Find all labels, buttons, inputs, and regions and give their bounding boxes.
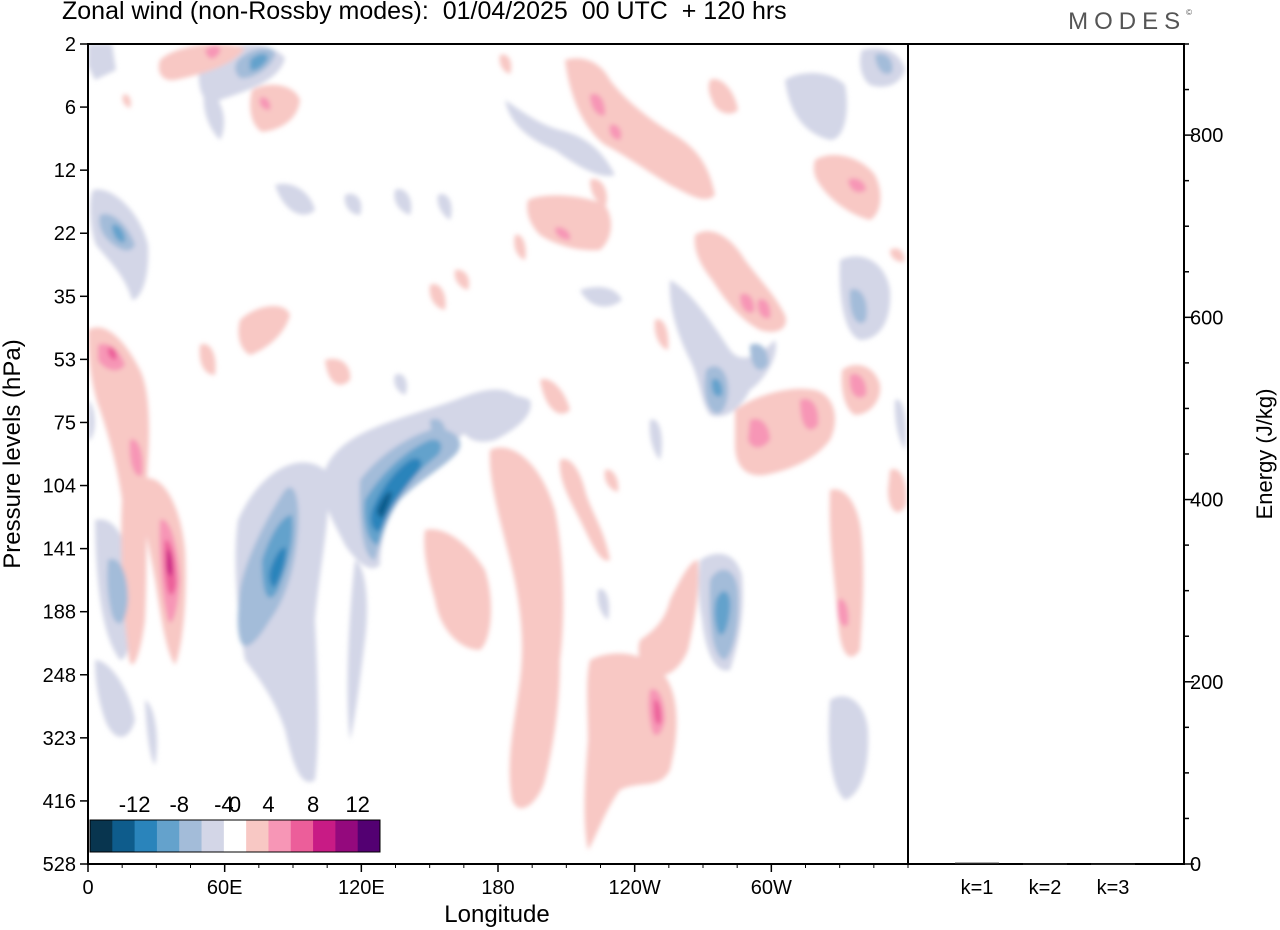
colorbar-swatch bbox=[112, 820, 136, 852]
y-tick-label: 104 bbox=[43, 476, 76, 498]
y-tick-label: 75 bbox=[54, 412, 76, 434]
y-tick-label: 141 bbox=[43, 539, 76, 561]
colorbar-swatch bbox=[335, 820, 359, 852]
colorbar-swatch bbox=[268, 820, 292, 852]
colorbar-label: -4 bbox=[214, 792, 234, 817]
colorbar-swatch bbox=[179, 820, 203, 852]
y-tick-label: 6 bbox=[65, 97, 76, 119]
energy-tick-label: 800 bbox=[1190, 125, 1223, 147]
colorbar-swatch bbox=[90, 820, 113, 852]
energy-bar bbox=[1023, 863, 1067, 865]
energy-tick-label: 0 bbox=[1190, 854, 1201, 876]
colorbar-label: 8 bbox=[307, 792, 319, 817]
colorbar-swatch bbox=[201, 820, 225, 852]
colorbar-swatch bbox=[156, 820, 180, 852]
colorbar-label: 4 bbox=[262, 792, 274, 817]
y-tick-label: 416 bbox=[43, 791, 76, 813]
energy-tick-label: 400 bbox=[1190, 490, 1223, 512]
x-tick-label: 180 bbox=[481, 877, 514, 899]
energy-axis-label: Energy (J/kg) bbox=[1252, 389, 1277, 520]
y-tick-label: 323 bbox=[43, 728, 76, 750]
y-tick-label: 188 bbox=[43, 602, 76, 624]
colorbar-frame bbox=[89, 819, 381, 853]
modes-logo: MODES© bbox=[1068, 8, 1192, 35]
modes-logo-text: MODES bbox=[1068, 8, 1187, 35]
x-tick-label: 60E bbox=[207, 877, 243, 899]
colorbar-swatch bbox=[246, 820, 269, 852]
x-tick-label: 0 bbox=[82, 877, 93, 899]
y-tick-label: 35 bbox=[54, 286, 76, 308]
y-tick-label: 53 bbox=[54, 349, 76, 371]
energy-category-label: k=2 bbox=[1029, 877, 1062, 899]
contour-field bbox=[88, 44, 907, 850]
colorbar-label: 12 bbox=[345, 792, 369, 817]
y-tick-label: 528 bbox=[43, 854, 76, 876]
y-tick-label: 12 bbox=[54, 160, 76, 182]
energy-bar bbox=[955, 862, 999, 865]
energy-tick-label: 600 bbox=[1190, 307, 1223, 329]
colorbar-label: -8 bbox=[169, 792, 189, 817]
y-tick-label: 248 bbox=[43, 665, 76, 687]
colorbar: -12 -8 -40 4 8 12 bbox=[89, 792, 381, 853]
x-axis-label: Longitude bbox=[444, 901, 549, 928]
colorbar-swatch bbox=[223, 820, 247, 852]
colorbar-swatch bbox=[290, 820, 314, 852]
colorbar-label: 0 bbox=[229, 792, 241, 817]
chart-title: Zonal wind (non-Rossby modes): 01/04/202… bbox=[62, 0, 787, 25]
colorbar-swatch bbox=[357, 820, 381, 852]
y-tick-label: 22 bbox=[54, 223, 76, 245]
energy-category-label: k=3 bbox=[1097, 877, 1130, 899]
y-tick-label: 2 bbox=[65, 34, 76, 56]
energy-plot-frame bbox=[907, 43, 1185, 865]
energy-tick-label: 200 bbox=[1190, 672, 1223, 694]
x-tick-label: 120E bbox=[338, 877, 385, 899]
x-tick-label: 60W bbox=[751, 877, 792, 899]
colorbar-label: -12 bbox=[119, 792, 151, 817]
colorbar-swatch bbox=[134, 820, 158, 852]
energy-category-label: k=1 bbox=[961, 877, 994, 899]
x-tick-label: 120W bbox=[609, 877, 661, 899]
colorbar-swatch bbox=[313, 820, 336, 852]
energy-bar bbox=[1091, 863, 1135, 865]
y-axis-label: Pressure levels (hPa) bbox=[0, 339, 26, 568]
